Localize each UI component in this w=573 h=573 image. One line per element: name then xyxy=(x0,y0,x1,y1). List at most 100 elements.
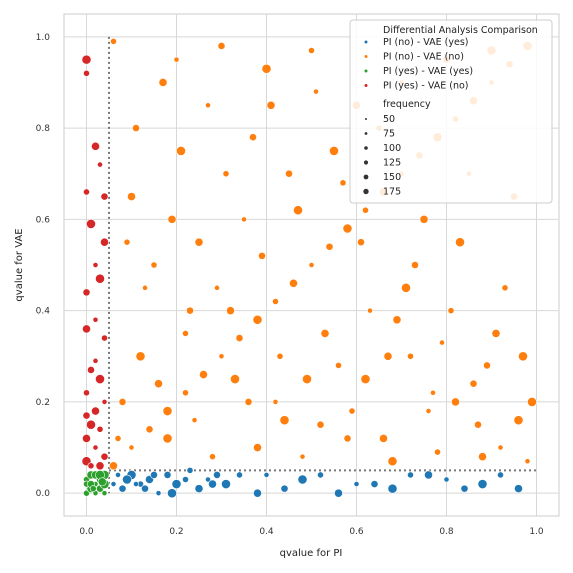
data-point xyxy=(280,484,289,493)
data-point xyxy=(135,351,146,362)
data-point xyxy=(297,474,308,485)
data-point xyxy=(82,434,91,443)
data-point xyxy=(199,370,208,379)
grid xyxy=(64,14,559,516)
data-point xyxy=(101,399,108,405)
data-point xyxy=(221,479,231,489)
data-point xyxy=(122,474,132,485)
legend-series-label: PI (yes) - VAE (yes) xyxy=(383,66,473,77)
legend-box xyxy=(349,19,553,204)
threshold-lines xyxy=(108,36,537,494)
data-point xyxy=(92,316,99,323)
data-point xyxy=(501,284,509,292)
y-tick-label: 0.8 xyxy=(36,124,51,134)
data-point xyxy=(253,443,262,452)
data-point xyxy=(360,374,371,384)
data-point xyxy=(447,307,455,315)
data-point xyxy=(293,205,303,216)
y-axis-label: qvalue for VAE xyxy=(14,228,25,301)
data-point xyxy=(289,278,298,288)
data-point xyxy=(513,415,524,426)
data-point xyxy=(387,456,398,467)
data-point xyxy=(133,481,139,487)
data-point xyxy=(235,334,244,342)
legend-marker xyxy=(364,69,368,73)
data-point xyxy=(214,284,220,291)
legend: Differential Analysis Comparison PI (no)… xyxy=(349,19,553,204)
data-point xyxy=(367,307,373,314)
data-point xyxy=(325,242,334,251)
data-point xyxy=(407,352,414,360)
data-point xyxy=(263,472,270,478)
y-tick-label: 1.0 xyxy=(36,33,51,43)
data-point xyxy=(171,479,182,489)
data-point xyxy=(342,223,353,234)
data-point xyxy=(241,216,247,223)
data-point xyxy=(217,42,226,50)
data-point xyxy=(362,206,369,214)
data-point xyxy=(451,397,460,407)
data-point xyxy=(348,407,356,415)
data-point xyxy=(424,470,433,480)
data-point xyxy=(469,379,478,388)
data-point xyxy=(335,361,342,369)
data-point xyxy=(128,444,135,451)
data-point xyxy=(86,419,96,430)
data-point xyxy=(524,458,531,465)
data-point xyxy=(123,238,131,246)
data-point xyxy=(110,481,117,487)
x-tick-label: 0.2 xyxy=(169,527,183,537)
data-point xyxy=(82,411,91,420)
x-tick-label: 0.0 xyxy=(79,527,94,537)
data-point xyxy=(460,484,469,493)
data-point xyxy=(142,284,148,291)
data-point xyxy=(299,453,306,460)
data-point xyxy=(96,425,104,433)
data-point xyxy=(483,361,491,370)
legend-size-marker xyxy=(363,188,369,195)
data-point xyxy=(370,480,379,488)
data-point xyxy=(87,462,95,470)
data-point xyxy=(182,389,189,397)
y-tick-label: 0.6 xyxy=(36,215,51,225)
data-point xyxy=(82,324,91,334)
data-point xyxy=(514,484,523,494)
data-point xyxy=(320,329,330,338)
data-point xyxy=(163,471,172,479)
data-point xyxy=(419,214,429,224)
data-point xyxy=(317,471,324,479)
data-point xyxy=(302,374,312,384)
data-point xyxy=(497,471,504,479)
data-point xyxy=(83,188,90,196)
data-point xyxy=(194,237,204,247)
data-point xyxy=(244,398,253,406)
legend-hue-title: Differential Analysis Comparison xyxy=(383,25,538,36)
data-point xyxy=(92,262,99,268)
data-point xyxy=(249,133,257,142)
legend-size-marker xyxy=(364,132,368,135)
data-point xyxy=(261,63,272,74)
data-point xyxy=(89,485,97,493)
data-point xyxy=(100,452,109,461)
legend-marker xyxy=(364,84,368,87)
data-point xyxy=(222,170,230,178)
data-point xyxy=(226,306,235,316)
data-point xyxy=(83,69,90,77)
data-point xyxy=(276,352,284,360)
data-point xyxy=(150,261,158,269)
data-point xyxy=(91,406,100,416)
data-point xyxy=(182,476,189,483)
data-point xyxy=(115,472,121,478)
data-point xyxy=(434,448,441,456)
data-point xyxy=(158,78,168,87)
data-point xyxy=(162,433,173,444)
data-point xyxy=(95,374,105,384)
data-point xyxy=(439,339,445,346)
data-point xyxy=(279,415,290,426)
data-point xyxy=(145,425,154,434)
data-point xyxy=(92,357,99,364)
data-point xyxy=(313,88,319,95)
data-point xyxy=(430,389,436,396)
data-point xyxy=(110,37,117,45)
